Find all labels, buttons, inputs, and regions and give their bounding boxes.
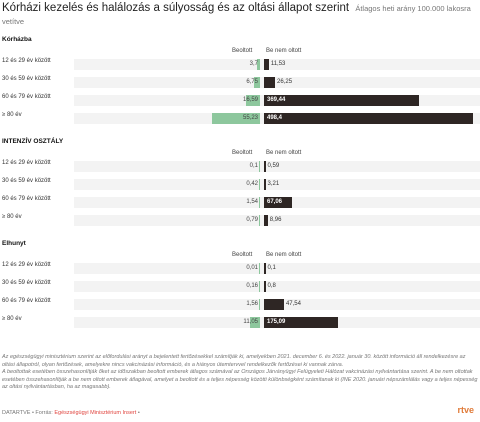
- bar-vaccinated: [259, 215, 260, 226]
- value-vaccinated: 0,16: [246, 283, 258, 289]
- column-header-vaccinated: Beoltott: [232, 48, 253, 54]
- row-background: [74, 59, 480, 70]
- age-group-label: 60 és 79 év között: [2, 94, 51, 100]
- footnote: Az egészségügyi minisztérium szerint az …: [2, 354, 478, 392]
- row-background: [74, 161, 480, 172]
- bar-unvaccinated: [264, 281, 266, 292]
- column-header-vaccinated: Beoltott: [232, 150, 253, 156]
- bar-vaccinated: [250, 317, 260, 328]
- footnote-1: Az egészségügyi minisztérium szerint az …: [2, 354, 466, 368]
- row-background: [74, 179, 480, 190]
- bar-vaccinated: [212, 113, 260, 124]
- bar-vaccinated: [259, 281, 260, 292]
- chart-title: Kórházi kezelés és halálozás a súlyosság…: [2, 2, 478, 28]
- age-group-label: 30 és 59 év között: [2, 280, 51, 286]
- column-header-unvaccinated: Be nem oltott: [266, 252, 302, 258]
- bar-unvaccinated: [264, 299, 284, 310]
- value-unvaccinated: 498,4: [267, 115, 283, 121]
- bar-unvaccinated: [264, 215, 268, 226]
- row-background: [74, 263, 480, 274]
- value-unvaccinated: 0,1: [267, 265, 276, 271]
- footnote-2: A beoltottak esetében összehasonlítják ő…: [2, 369, 478, 391]
- value-unvaccinated: 8,96: [269, 217, 282, 223]
- value-vaccinated: 3,7: [249, 61, 258, 67]
- value-vaccinated: 0,79: [246, 217, 258, 223]
- bar-vaccinated: [259, 179, 260, 190]
- value-vaccinated: 11,05: [243, 319, 258, 325]
- rtve-logo: rtve: [457, 405, 474, 415]
- bar-unvaccinated: [264, 263, 266, 274]
- bar-vaccinated: [254, 77, 260, 88]
- value-unvaccinated: 11,53: [270, 61, 286, 67]
- bar-vaccinated: [259, 263, 260, 274]
- bar-unvaccinated: [264, 77, 276, 88]
- bar-vaccinated: [258, 299, 260, 310]
- bar-unvaccinated: [264, 59, 269, 70]
- section-title: Kórházba: [2, 36, 32, 43]
- source-line: DATARTVE • Forrás: Egészségügyi Miniszté…: [2, 410, 140, 416]
- age-group-label: 60 és 79 év között: [2, 196, 51, 202]
- column-header-unvaccinated: Be nem oltott: [266, 48, 302, 54]
- row-background: [74, 77, 480, 88]
- value-unvaccinated: 0,8: [267, 283, 276, 289]
- bar-vaccinated: [245, 95, 260, 106]
- value-vaccinated: 0,42: [246, 181, 258, 187]
- chart-subtitle: Átlagos heti arány 100.000 lakosra vetít…: [2, 4, 471, 26]
- value-vaccinated: 0,1: [249, 163, 258, 169]
- section-title: Elhunyt: [2, 240, 26, 247]
- value-vaccinated: 1,56: [246, 301, 258, 307]
- bar-unvaccinated: [264, 317, 338, 328]
- section-title: INTENZÍV OSZTÁLY: [2, 138, 64, 145]
- bar-unvaccinated: [264, 113, 474, 124]
- bar-vaccinated: [256, 59, 260, 70]
- source-link[interactable]: Egészségügyi Minisztérium Insert: [54, 410, 137, 416]
- row-background: [74, 215, 480, 226]
- value-unvaccinated: 47,54: [285, 301, 301, 307]
- age-group-label: 30 és 59 év között: [2, 76, 51, 82]
- column-header-vaccinated: Beoltott: [232, 252, 253, 258]
- value-unvaccinated: 3,21: [267, 181, 280, 187]
- value-unvaccinated: 0,59: [267, 163, 280, 169]
- bar-vaccinated: [259, 161, 260, 172]
- source-suffix: •: [137, 410, 140, 416]
- bar-unvaccinated: [264, 95, 420, 106]
- row-background: [74, 281, 480, 292]
- age-group-label: ≥ 80 év: [2, 316, 22, 322]
- value-unvaccinated: 175,09: [267, 319, 286, 325]
- value-unvaccinated: 369,44: [267, 97, 286, 103]
- age-group-label: ≥ 80 év: [2, 112, 22, 118]
- bar-vaccinated: [258, 197, 260, 208]
- column-header-unvaccinated: Be nem oltott: [266, 150, 302, 156]
- value-vaccinated: 16,59: [242, 97, 258, 103]
- value-vaccinated: 1,54: [246, 199, 258, 205]
- value-unvaccinated: 67,06: [267, 199, 283, 205]
- bar-unvaccinated: [264, 197, 293, 208]
- value-vaccinated: 0,01: [246, 265, 258, 271]
- value-unvaccinated: 26,25: [277, 79, 293, 85]
- age-group-label: 30 és 59 év között: [2, 178, 51, 184]
- value-vaccinated: 6,75: [246, 79, 258, 85]
- age-group-label: 60 és 79 év között: [2, 298, 51, 304]
- bar-unvaccinated: [264, 179, 266, 190]
- age-group-label: 12 és 29 év között: [2, 160, 51, 166]
- source-prefix: DATARTVE • Forrás:: [2, 410, 53, 416]
- chart-title-text: Kórházi kezelés és halálozás a súlyosság…: [2, 2, 350, 14]
- value-vaccinated: 55,23: [242, 115, 258, 121]
- age-group-label: 12 és 29 év között: [2, 58, 51, 64]
- bar-unvaccinated: [264, 161, 266, 172]
- age-group-label: 12 és 29 év között: [2, 262, 51, 268]
- age-group-label: ≥ 80 év: [2, 214, 22, 220]
